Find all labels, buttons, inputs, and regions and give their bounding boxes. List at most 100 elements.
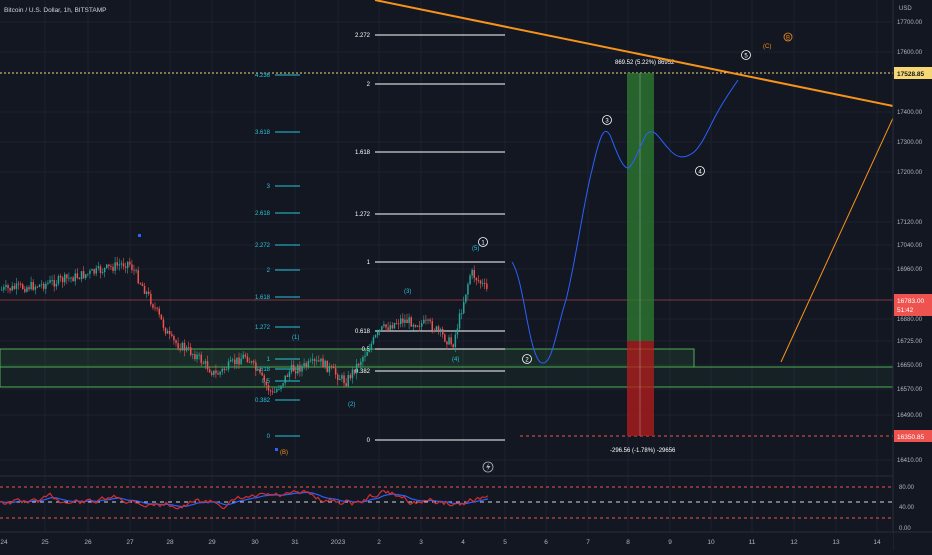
candle-body — [376, 331, 379, 336]
candle-body — [307, 361, 310, 367]
candle-body — [267, 385, 270, 391]
candle-body — [82, 271, 85, 279]
fib-right-tool[interactable]: 2.272 2 1.618 1.272 1 0.618 0.5 0.382 0 — [355, 33, 505, 444]
wave-projection-path[interactable] — [511, 79, 739, 364]
osc-tick: 0.00 — [899, 526, 911, 532]
candle-body — [269, 390, 272, 392]
profit-zone[interactable] — [627, 73, 654, 341]
fib-right-label: 0.618 — [355, 329, 371, 335]
loss-zone[interactable] — [627, 341, 654, 436]
candle-body — [358, 363, 360, 366]
candle-body — [148, 291, 150, 294]
upper-zone-box[interactable] — [0, 348, 695, 368]
candle-body — [3, 287, 5, 290]
time-axis-label: 6 — [544, 539, 548, 546]
symbol-title[interactable]: Bitcoin / U.S. Dollar, 1h, BITSTAMP — [4, 7, 106, 14]
wave-label-3: (3) — [404, 289, 411, 295]
price-tick: 16960.00 — [897, 267, 923, 273]
candle-body — [129, 261, 131, 265]
candle-body — [393, 322, 396, 329]
candle-body — [351, 369, 354, 379]
fib-right-label: 0 — [367, 438, 371, 444]
candle-body — [412, 324, 415, 327]
support-trendline[interactable] — [780, 117, 894, 363]
candle-body — [282, 383, 284, 386]
candle-body — [452, 344, 454, 348]
candle-body — [362, 357, 364, 362]
candle-body — [261, 372, 263, 376]
candle-body — [221, 368, 223, 372]
fib-left-label: 1.272 — [255, 325, 271, 331]
time-axis-label: 2023 — [331, 539, 346, 546]
candle-body — [311, 359, 314, 361]
price-tick: 16410.00 — [897, 458, 923, 464]
time-axis-panel[interactable] — [0, 532, 893, 550]
wave-label-5: (5) — [472, 246, 479, 252]
candle-body — [421, 323, 423, 327]
fib-left-label: 3 — [267, 184, 271, 190]
candle-body — [225, 369, 228, 371]
candle-body — [469, 275, 471, 285]
candle-body — [223, 368, 226, 370]
candle-body — [127, 261, 129, 268]
candle-body — [385, 324, 387, 328]
candle-body — [78, 277, 81, 280]
resistance-trendline[interactable] — [374, 0, 894, 107]
candle-body — [30, 281, 32, 290]
svg-text:1: 1 — [481, 241, 485, 247]
candle-body — [61, 277, 64, 283]
candle-body — [51, 280, 53, 281]
candle-body — [150, 293, 152, 305]
candle-body — [139, 283, 142, 285]
candle-body — [110, 266, 112, 267]
candle-body — [95, 267, 97, 274]
gridlines — [0, 0, 893, 532]
price-tick: 16490.00 — [897, 413, 923, 419]
candle-body — [76, 273, 79, 278]
price-tick: 16880.00 — [897, 317, 923, 323]
fib-left-label: 1.618 — [255, 295, 271, 301]
candle-body — [316, 360, 318, 362]
time-axis-label: 30 — [251, 539, 259, 546]
candle-body — [479, 280, 482, 284]
candle-body — [43, 283, 45, 289]
candle-body — [433, 330, 436, 332]
candle-body — [24, 288, 26, 292]
candle-body — [370, 343, 373, 350]
candle-body — [444, 334, 446, 342]
candle-body — [467, 284, 469, 295]
candle-body — [185, 347, 188, 351]
fib-left-label: 3.618 — [255, 130, 271, 136]
candle-body — [53, 280, 55, 287]
candle-body — [253, 361, 255, 363]
candle-body — [339, 378, 341, 381]
candle-body — [397, 323, 400, 325]
candle-body — [292, 364, 295, 372]
fib-right-label: 2 — [367, 82, 371, 88]
candle-body — [32, 281, 34, 290]
candle-body — [395, 322, 398, 324]
candle-body — [112, 266, 114, 271]
time-axis-label: 13 — [832, 539, 840, 546]
price-tag-countdown: 51:42 — [897, 307, 914, 314]
candle-body — [463, 302, 465, 314]
time-axis-label: 5 — [503, 539, 507, 546]
candle-body — [250, 361, 253, 363]
candle-body — [91, 269, 93, 271]
price-axis-panel[interactable] — [893, 0, 932, 532]
candle-body — [416, 325, 419, 327]
price-tag-current-text: 16783.00 — [897, 298, 924, 305]
candle-body — [475, 277, 478, 281]
candle-body — [410, 317, 412, 327]
wave-label-c-orange: (C) — [763, 44, 771, 50]
lightning-icon[interactable] — [482, 461, 494, 473]
candle-body — [74, 273, 76, 282]
candle-body — [454, 334, 457, 348]
candle-body — [379, 329, 381, 332]
fib-left-label: 2.618 — [255, 211, 271, 217]
lower-zone-box[interactable] — [0, 366, 894, 388]
price-tick: 17600.00 — [897, 50, 923, 56]
candle-body — [122, 263, 125, 267]
